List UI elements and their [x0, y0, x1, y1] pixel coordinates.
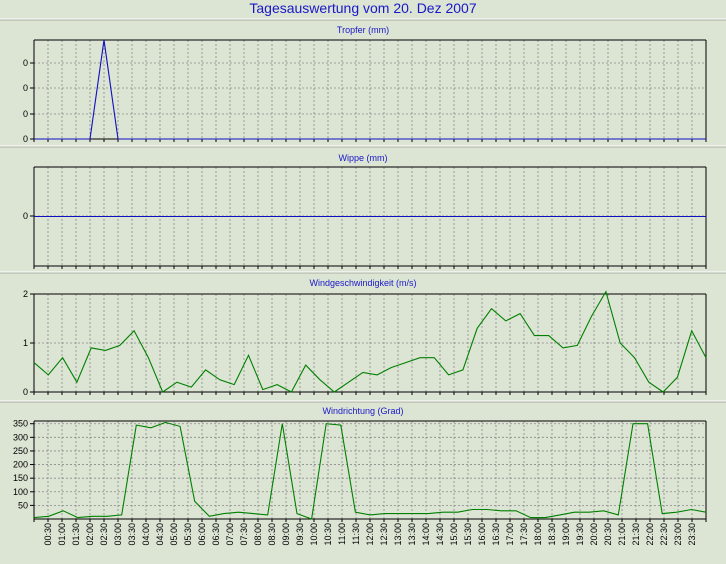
panel-title: Windrichtung (Grad) — [322, 406, 403, 416]
chart-panel-4: Windrichtung (Grad) 50 100 150 200 250 300 350 — [0, 400, 726, 522]
x-tick-label: 00:30 — [43, 523, 53, 546]
data-line-4 — [33, 421, 707, 520]
y-tick-label: 0 — [23, 134, 28, 144]
x-tick-label: 05:00 — [169, 523, 179, 546]
chart-panel-3: Windgeschwindigkeit (m/s) 0 1 2 — [0, 271, 726, 397]
x-tick-label: 12:00 — [365, 523, 375, 546]
x-tick-label: 01:30 — [71, 523, 81, 546]
panel-title: Wippe (mm) — [339, 153, 388, 163]
panel-title: Tropfer (mm) — [337, 25, 389, 35]
x-tick-label: 06:30 — [211, 523, 221, 546]
y-tick-label: 0 — [23, 83, 28, 93]
panel-title: Windgeschwindigkeit (m/s) — [309, 278, 416, 288]
x-tick-label: 22:00 — [645, 523, 655, 546]
x-tick-label: 13:00 — [393, 523, 403, 546]
x-tick-label: 12:30 — [379, 523, 389, 546]
y-tick-label: 200 — [13, 460, 28, 470]
x-tick-label: 09:00 — [281, 523, 291, 546]
y-tick-label: 250 — [13, 446, 28, 456]
x-tick-label: 14:30 — [435, 523, 445, 546]
chart-panel-1: Tropfer (mm) 0 0 0 0 — [0, 18, 726, 144]
x-tick-label: 04:00 — [141, 523, 151, 546]
x-tick-label: 20:30 — [603, 523, 613, 546]
x-tick-label: 09:30 — [295, 523, 305, 546]
x-tick-label: 02:00 — [85, 523, 95, 546]
data-line-1 — [34, 39, 706, 140]
x-tick-label: 22:30 — [659, 523, 669, 546]
x-tick-label: 04:30 — [155, 523, 165, 546]
x-tick-label: 10:30 — [323, 523, 333, 546]
x-tick-label: 01:00 — [57, 523, 67, 546]
y-tick-label: 1 — [23, 338, 28, 348]
x-tick-label: 23:30 — [687, 523, 697, 546]
x-tick-label: 08:30 — [267, 523, 277, 546]
x-tick-label: 23:00 — [673, 523, 683, 546]
y-tick-label: 150 — [13, 473, 28, 483]
y-tick-label: 50 — [18, 500, 28, 510]
x-tick-label: 14:00 — [421, 523, 431, 546]
x-tick-label: 16:30 — [491, 523, 501, 546]
x-tick-label: 11:00 — [337, 523, 347, 545]
y-tick-label: 100 — [13, 487, 28, 497]
y-tick-label: 2 — [23, 289, 28, 299]
chart-panel-2: Wippe (mm) 0 — [0, 145, 726, 269]
x-tick-label: 05:30 — [183, 523, 193, 546]
x-tick-label: 17:00 — [505, 523, 515, 546]
x-tick-label: 19:00 — [561, 523, 571, 546]
x-tick-label: 07:00 — [225, 523, 235, 546]
x-tick-label: 17:30 — [519, 523, 529, 546]
x-tick-label: 21:30 — [631, 523, 641, 546]
x-tick-label: 03:00 — [113, 523, 123, 546]
x-tick-label: 07:30 — [239, 523, 249, 546]
y-tick-label: 0 — [23, 211, 28, 221]
y-tick-label: 0 — [23, 58, 28, 68]
x-tick-label: 16:00 — [477, 523, 487, 546]
x-tick-label: 08:00 — [253, 523, 263, 546]
x-tick-label: 15:00 — [449, 523, 459, 546]
y-tick-label: 0 — [23, 387, 28, 397]
y-tick-label: 300 — [13, 432, 28, 442]
x-tick-label: 03:30 — [127, 523, 137, 546]
x-tick-label: 11:30 — [351, 523, 361, 545]
x-tick-label: 20:00 — [589, 523, 599, 546]
x-tick-label: 02:30 — [99, 523, 109, 546]
x-tick-label: 15:30 — [463, 523, 473, 546]
x-tick-label: 10:00 — [309, 523, 319, 546]
y-tick-label: 0 — [23, 109, 28, 119]
x-axis-labels: 00:30 01:00 01:30 02:00 02:30 03:00 03:30 04:00… — [43, 523, 697, 546]
page-title: Tagesauswertung vom 20. Dez 2007 — [249, 0, 477, 16]
x-tick-label: 18:30 — [547, 523, 557, 546]
x-tick-label: 18:00 — [533, 523, 543, 546]
x-tick-label: 21:00 — [617, 523, 627, 546]
x-tick-label: 13:30 — [407, 523, 417, 546]
y-tick-label: 350 — [13, 419, 28, 429]
x-tick-label: 06:00 — [197, 523, 207, 546]
data-line-3 — [33, 290, 707, 393]
x-tick-label: 19:30 — [575, 523, 585, 546]
